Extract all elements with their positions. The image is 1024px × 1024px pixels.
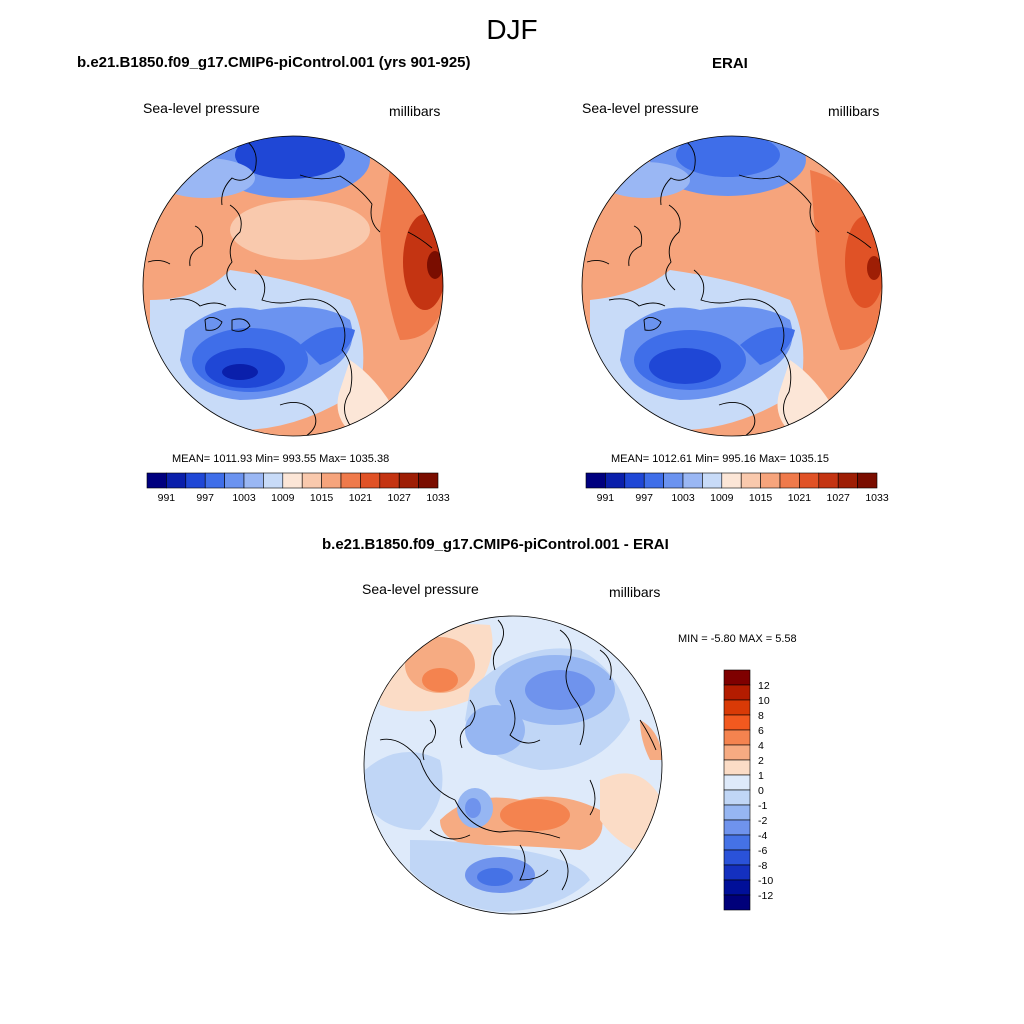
difference-colorbar-swatch [723,894,751,911]
panel-2-colorbar-swatch [837,472,858,489]
panel-2-colorbar-swatch [585,472,606,489]
panel-1-colorbar-swatch [418,472,439,489]
panel-1-colorbar-swatch [243,472,264,489]
panel-2-colorbar-tick-label: 1027 [827,492,851,504]
panel-3-minmax: MIN = -5.80 MAX = 5.58 [678,633,797,645]
difference-colorbar-tick-label: 2 [758,755,764,767]
panel-2-colorbar-tick-label: 1003 [671,492,695,504]
difference-colorbar-tick-label: -4 [758,830,767,842]
panel-2-colorbar-swatch [643,472,664,489]
panel-2-colorbar-swatch [682,472,703,489]
panel-1-colorbar-swatch [204,472,225,489]
panel-2-colorbar-swatch [857,472,878,489]
panel-2-colorbar-swatch [663,472,684,489]
panel-1-colorbar-tick-label: 997 [196,492,214,504]
panel-2-stats: MEAN= 1012.61 Min= 995.16 Max= 1035.15 [611,453,830,465]
panel-3-map [363,615,663,915]
difference-colorbar-tick-label: -6 [758,845,767,857]
panel-2-colorbar-swatch [779,472,800,489]
difference-colorbar-tick-label: 10 [758,695,770,707]
panel-1-stats: MEAN= 1011.93 Min= 993.55 Max= 1035.38 [172,453,390,465]
panel-2-colorbar-swatch [760,472,781,489]
panel-1-units-label: millibars [389,103,441,119]
panel-1-colorbar-swatch [185,472,206,489]
difference-colorbar-tick-label: 8 [758,710,764,722]
panel-2-colorbar-tick-label: 997 [635,492,653,504]
panel-1-colorbar-tick-label: 1027 [388,492,412,504]
panel-1-map [142,135,444,437]
difference-colorbar-swatch [723,669,751,686]
panel-2-colorbar-swatch [740,472,761,489]
panel-1-colorbar-tick-label: 1033 [426,492,450,504]
panel-1-colorbar-tick-label: 1009 [271,492,295,504]
panel-2-units-label: millibars [828,103,880,119]
panel-2-title: ERAI [712,55,748,72]
difference-colorbar-swatch [723,879,751,896]
panel-2-colorbar-swatch [818,472,839,489]
difference-colorbar-tick-label: -1 [758,800,767,812]
panel-1-colorbar-swatch [224,472,245,489]
panel-1-colorbar-tick-label: 1021 [349,492,373,504]
panel-2-colorbar-swatch [702,472,723,489]
difference-colorbar-tick-label: 6 [758,725,764,737]
panel-2-colorbar: 991 997 1003 1009 1015 1021 1027 1033 [585,472,889,504]
season-title: DJF [486,14,538,45]
panel-1-title: b.e21.B1850.f09_g17.CMIP6-piControl.001 … [77,54,471,71]
panel-1-colorbar-swatch [379,472,400,489]
panel-1-colorbar-swatch [321,472,342,489]
panel-2-colorbar-swatch [721,472,742,489]
difference-colorbar-swatch [723,864,751,881]
difference-colorbar-tick-label: -10 [758,875,773,887]
difference-colorbar-tick-label: -12 [758,890,773,902]
panel-1-colorbar-swatch [263,472,284,489]
panel-3-title: b.e21.B1850.f09_g17.CMIP6-piControl.001 … [322,536,669,553]
panel-2-colorbar-swatch [624,472,645,489]
panel-1-colorbar-swatch [301,472,322,489]
panel-1-colorbar-swatch [360,472,381,489]
difference-colorbar-swatch [723,774,751,791]
panel-2-colorbar-swatch [799,472,820,489]
difference-colorbar-swatch [723,789,751,806]
panel-2-variable-label: Sea-level pressure [582,100,699,116]
panel-1-variable-label: Sea-level pressure [143,100,260,116]
difference-colorbar-swatch [723,804,751,821]
panel-2-colorbar-tick-label: 1009 [710,492,734,504]
panel-1-colorbar-swatch [282,472,303,489]
panel-2-colorbar-tick-label: 1033 [865,492,889,504]
panel-2-colorbar-tick-label: 991 [597,492,615,504]
panel-2-map [581,135,883,437]
panel-1-colorbar: 991 997 1003 1009 1015 1021 1027 1033 [146,472,450,504]
difference-colorbar-swatch [723,684,751,701]
panel-2-colorbar-tick-label: 1021 [788,492,812,504]
difference-colorbar-swatch [723,729,751,746]
panel-1-colorbar-tick-label: 1003 [232,492,256,504]
panel-1-colorbar-swatch [166,472,187,489]
difference-colorbar-tick-label: 0 [758,785,764,797]
difference-colorbar-swatch [723,849,751,866]
panel-1-colorbar-swatch [398,472,419,489]
difference-colorbar-swatch [723,759,751,776]
panel-1-colorbar-tick-label: 991 [158,492,176,504]
panel-1-colorbar-swatch [146,472,167,489]
difference-colorbar-tick-label: 4 [758,740,764,752]
difference-colorbar-tick-label: 1 [758,770,764,782]
panel-1-colorbar-tick-label: 1015 [310,492,334,504]
panel-3-variable-label: Sea-level pressure [362,581,479,597]
difference-colorbar-swatch [723,714,751,731]
difference-colorbar-swatch [723,819,751,836]
difference-colorbar-tick-label: 12 [758,680,770,692]
difference-colorbar-tick-label: -8 [758,860,767,872]
panel-2-colorbar-tick-label: 1015 [749,492,773,504]
difference-colorbar-tick-label: -2 [758,815,767,827]
panel-1-colorbar-swatch [340,472,361,489]
difference-colorbar-swatch [723,699,751,716]
panel-3-units-label: millibars [609,584,661,600]
difference-colorbar-swatch [723,744,751,761]
difference-colorbar-swatch [723,834,751,851]
panel-2-colorbar-swatch [605,472,626,489]
